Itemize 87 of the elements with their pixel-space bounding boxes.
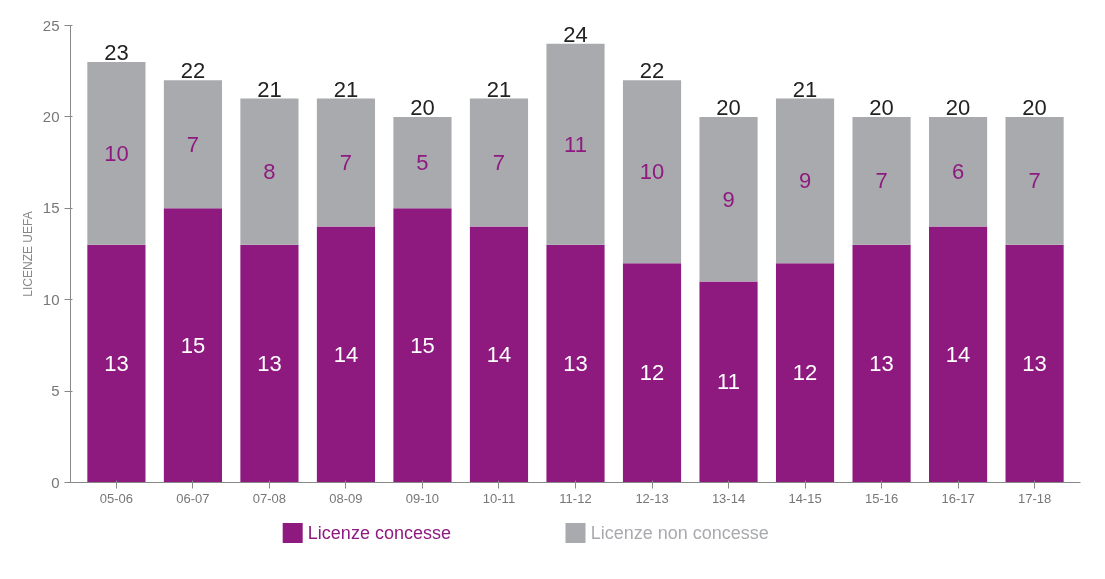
data-label: 8 (263, 159, 276, 185)
bar (393, 208, 452, 483)
total-label: 21 (257, 76, 282, 102)
bar (775, 98, 835, 264)
bar (163, 208, 222, 483)
x-tick-label: 11-12 (559, 490, 592, 506)
y-tick-label: 25 (42, 16, 60, 34)
x-tick-label: 10-11 (482, 490, 516, 506)
bar (929, 226, 988, 483)
data-label: 7 (1028, 168, 1041, 194)
total-label: 23 (104, 40, 129, 66)
data-label: 13 (104, 351, 129, 377)
bar (240, 98, 299, 245)
x-tick-label: 13-14 (711, 490, 746, 506)
data-label: 13 (257, 351, 282, 377)
bar (240, 244, 299, 483)
data-label: 12 (792, 360, 818, 386)
data-label: 13 (1022, 351, 1047, 377)
bar (699, 281, 758, 483)
bar (393, 116, 452, 209)
y-tick-label: 10 (42, 290, 60, 308)
bar (87, 244, 146, 483)
data-label: 11 (564, 131, 587, 157)
x-tick-label: 17-18 (1017, 490, 1052, 506)
data-label: 14 (486, 342, 512, 368)
bar (699, 116, 758, 282)
x-tick-label: 05-06 (99, 490, 134, 506)
bar (929, 116, 988, 227)
total-label: 21 (792, 76, 818, 102)
total-label: 20 (716, 94, 741, 120)
x-tick-label: 06-07 (176, 490, 210, 506)
bar (852, 244, 911, 483)
data-label: 14 (333, 342, 359, 368)
total-label: 20 (410, 94, 435, 120)
data-label: 9 (722, 186, 735, 212)
total-label: 20 (869, 94, 894, 120)
data-label: 9 (798, 168, 812, 194)
data-label: 7 (339, 150, 353, 176)
legend-label: Licenze non concesse (590, 523, 769, 543)
data-label: 7 (492, 150, 506, 176)
y-tick-label: 15 (42, 199, 60, 217)
x-tick-label: 09-10 (405, 490, 440, 506)
bar (546, 43, 605, 245)
y-tick-label: 20 (42, 107, 60, 125)
bar (316, 98, 376, 227)
data-label: 14 (945, 342, 971, 368)
x-tick-label: 07-08 (252, 490, 287, 506)
bar (163, 80, 222, 209)
y-axis-title: LICENZE UEFA (20, 211, 35, 297)
bar (622, 263, 682, 483)
bar (469, 226, 529, 483)
data-label: 15 (410, 332, 435, 358)
total-label: 21 (486, 76, 512, 102)
x-tick-label: 15-16 (864, 490, 899, 506)
data-label: 13 (563, 351, 588, 377)
bar (775, 263, 835, 483)
data-label: 10 (104, 140, 129, 166)
data-label: 11 (717, 369, 740, 395)
bar (622, 80, 682, 264)
bar (316, 226, 376, 483)
x-tick-label: 16-17 (941, 490, 975, 506)
bar (852, 116, 911, 245)
bar (1005, 116, 1064, 245)
x-tick-label: 14-15 (788, 490, 822, 506)
x-tick-label: 08-09 (329, 490, 363, 506)
y-tick-label: 5 (51, 382, 60, 400)
x-tick-label: 12-13 (635, 490, 669, 506)
total-label: 22 (639, 58, 665, 84)
data-label: 15 (180, 332, 206, 358)
data-label: 13 (869, 351, 894, 377)
legend-label: Licenze concesse (307, 523, 451, 543)
bar (469, 98, 529, 227)
data-label: 7 (186, 131, 200, 157)
bar (1005, 244, 1064, 483)
data-label: 5 (416, 150, 429, 176)
data-label: 7 (875, 168, 888, 194)
total-label: 21 (333, 76, 359, 102)
data-label: 6 (951, 159, 965, 185)
bar (87, 62, 146, 245)
total-label: 20 (1022, 94, 1047, 120)
data-label: 12 (639, 360, 665, 386)
bar (546, 244, 605, 483)
total-label: 24 (563, 21, 588, 47)
total-label: 22 (180, 58, 206, 84)
data-label: 10 (639, 159, 665, 185)
y-tick-label: 0 (51, 473, 60, 491)
total-label: 20 (945, 94, 971, 120)
